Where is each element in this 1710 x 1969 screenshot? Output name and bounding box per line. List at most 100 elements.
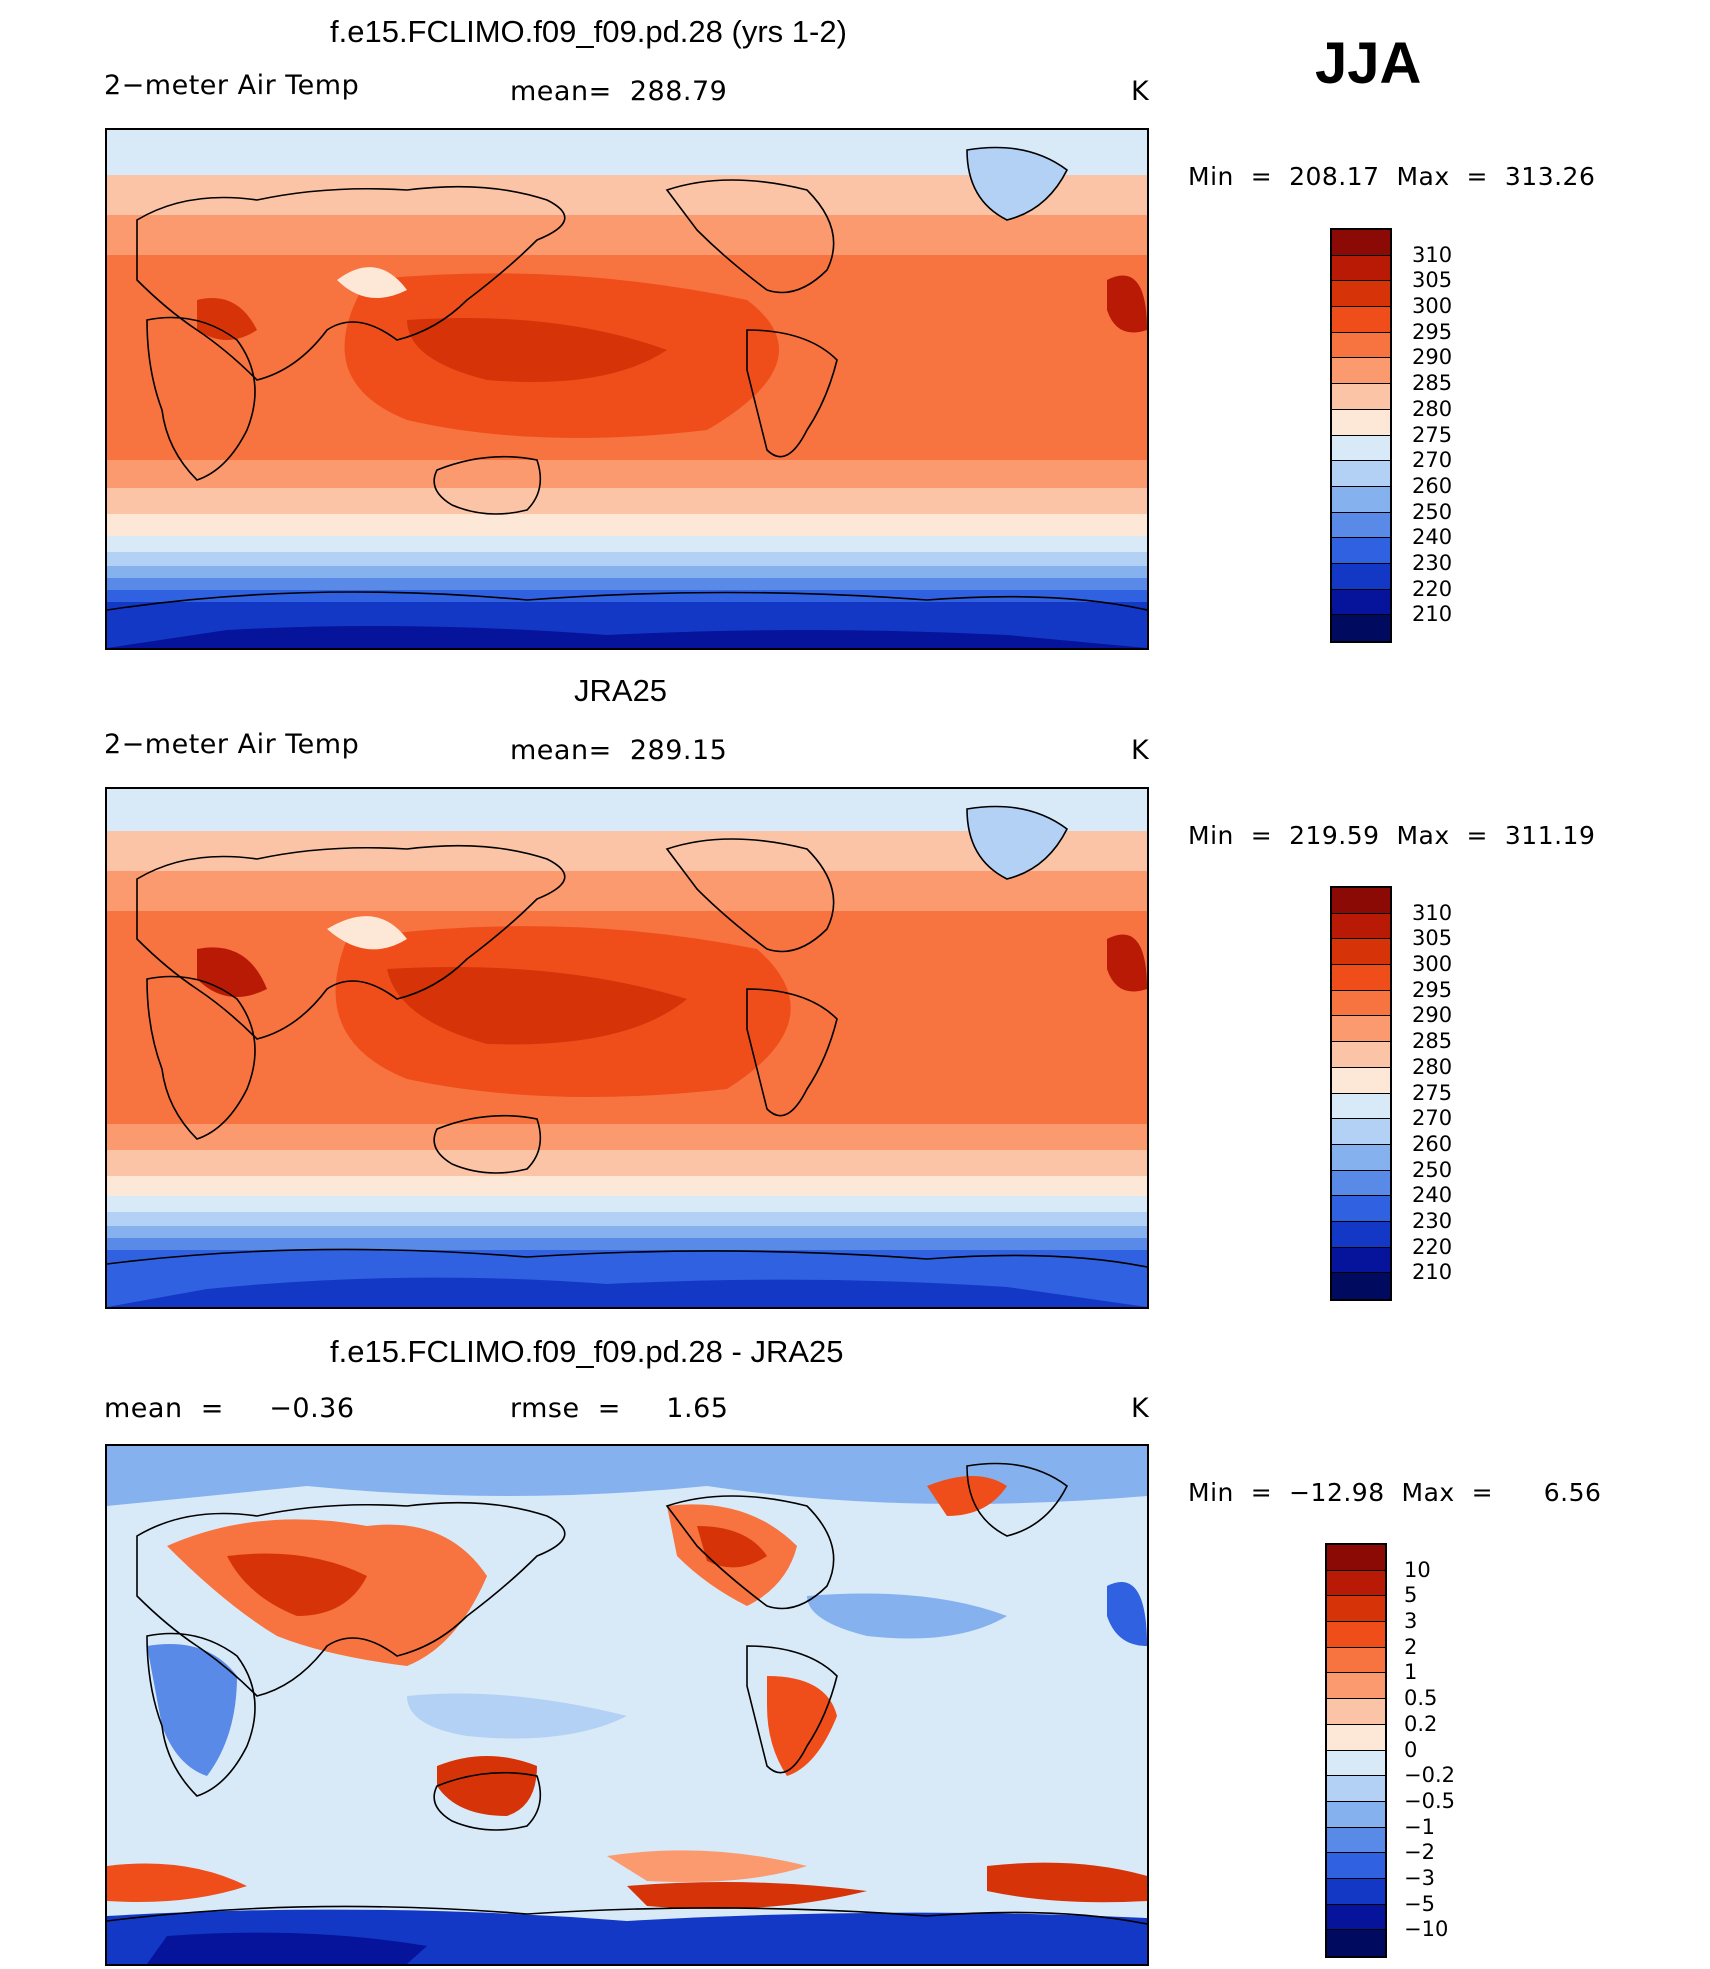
panel-3-colorbar-box: [1327, 1545, 1385, 1571]
panel-3-difference-field: [107, 1446, 1147, 1964]
panel-1-colorbar-label: 280: [1412, 396, 1453, 421]
panel-3-colorbar-label: 0: [1404, 1737, 1418, 1762]
panel-3-colorbar-box: [1327, 1699, 1385, 1725]
panel-2-colorbar-box: [1332, 1144, 1390, 1171]
panel-2-title: JRA25: [574, 673, 668, 708]
panel-2-variable-label: 2−meter Air Temp: [104, 729, 360, 760]
panel-1-colorbar-label: 270: [1412, 448, 1453, 473]
panel-2-colorbar-label: 230: [1412, 1208, 1453, 1233]
panel-2-colorbar-label: 280: [1412, 1054, 1453, 1079]
panel-3-colorbar-label: 2: [1404, 1634, 1418, 1659]
panel-2-colorbar-boxes: [1332, 888, 1390, 1299]
panel-3-rmse-label: rmse = 1.65: [510, 1393, 729, 1424]
panel-3-colorbar-box: [1327, 1570, 1385, 1597]
panel-1-colorbar-label: 220: [1412, 576, 1453, 601]
panel-1-colorbar-label: 290: [1412, 345, 1453, 370]
panel-3-colorbar-box: [1327, 1853, 1385, 1879]
panel-2-colorbar-box: [1332, 965, 1390, 991]
panel-1-colorbar-box: [1332, 230, 1390, 256]
panel-3-colorbar-label: −5: [1404, 1891, 1435, 1916]
panel-1-colorbar-box: [1332, 255, 1390, 282]
panel-1-colorbar-label: 285: [1412, 371, 1453, 396]
panel-1-colorbar-label: 250: [1412, 499, 1453, 524]
panel-3-colorbar-label: −0.5: [1404, 1788, 1455, 1813]
panel-3-colorbar-label: 3: [1404, 1609, 1418, 1634]
panel-3-colorbar-box: [1327, 1750, 1385, 1777]
panel-1-colorbar-box: [1332, 332, 1390, 359]
panel-3-colorbar-box: [1327, 1724, 1385, 1751]
panel-2-colorbar-box: [1332, 1196, 1390, 1222]
panel-2-map: [105, 787, 1149, 1309]
panel-2-colorbar-box: [1332, 1247, 1390, 1274]
panel-2-temperature-field: [107, 789, 1147, 1307]
panel-2-colorbar-box: [1332, 990, 1390, 1017]
panel-2-colorbar-box: [1332, 1042, 1390, 1068]
panel-2-colorbar-label: 290: [1412, 1003, 1453, 1028]
panel-1-colorbar-box: [1332, 538, 1390, 564]
panel-2-colorbar-label: 220: [1412, 1234, 1453, 1259]
panel-2-colorbar-label: 305: [1412, 926, 1453, 951]
panel-2-colorbar-box: [1332, 1016, 1390, 1043]
panel-2-colorbar-box: [1332, 1170, 1390, 1197]
panel-3-colorbar-label: 1: [1404, 1660, 1418, 1685]
panel-1-colorbar-label: 305: [1412, 268, 1453, 293]
panel-2-min-max: Min = 219.59 Max = 311.19: [1188, 821, 1596, 850]
panel-2-colorbar-label: 300: [1412, 952, 1453, 977]
panel-1-colorbar-label: 295: [1412, 319, 1453, 344]
panel-3-colorbar-label: −3: [1404, 1865, 1435, 1890]
panel-1-colorbar-box: [1332, 563, 1390, 590]
panel-2-units-label: K: [1131, 735, 1150, 766]
panel-1-colorbar-box: [1332, 512, 1390, 539]
panel-3-colorbar-box: [1327, 1904, 1385, 1931]
panel-3-colorbar: [1325, 1543, 1387, 1958]
panel-2-colorbar-box: [1332, 1221, 1390, 1248]
panel-2-colorbar-labels: 310 305 300 295 290 285 280 275 270 260 250 240 230 2…: [1412, 888, 1532, 1308]
panel-3-colorbar-box: [1327, 1801, 1385, 1828]
panel-1-colorbar-labels: 310 305 300 295 290 285 280 275 270 260 250 240 230 2…: [1412, 230, 1532, 650]
panel-3-mean-label: mean = −0.36: [104, 1393, 355, 1424]
panel-1-colorbar-label: 240: [1412, 525, 1453, 550]
panel-3-map: [105, 1444, 1149, 1966]
panel-3-colorbar-label: −2: [1404, 1840, 1435, 1865]
panel-2-colorbar-box: [1332, 1093, 1390, 1120]
panel-2-colorbar-box: [1332, 1273, 1390, 1299]
panel-3-colorbar-box: [1327, 1878, 1385, 1905]
panel-1-min-max: Min = 208.17 Max = 313.26: [1188, 162, 1596, 191]
panel-3-colorbar-label: 0.2: [1404, 1711, 1438, 1736]
panel-2-colorbar-box: [1332, 939, 1390, 966]
panel-1-mean-label: mean= 288.79: [510, 76, 728, 107]
panel-2-colorbar-label: 310: [1412, 900, 1453, 925]
panel-3-colorbar-box: [1327, 1647, 1385, 1674]
panel-1-colorbar-label: 310: [1412, 242, 1453, 267]
panel-1-colorbar-box: [1332, 461, 1390, 487]
panel-3-colorbar-box: [1327, 1596, 1385, 1623]
panel-1-colorbar-box: [1332, 486, 1390, 513]
panel-3-units-label: K: [1131, 1393, 1150, 1424]
panel-3-colorbar-label: 10: [1404, 1557, 1431, 1582]
panel-3-colorbar-boxes: [1327, 1545, 1385, 1956]
panel-2-colorbar-label: 240: [1412, 1183, 1453, 1208]
panel-1-colorbar-box: [1332, 435, 1390, 462]
panel-3-colorbar-label: −0.2: [1404, 1763, 1455, 1788]
panel-1-title: f.e15.FCLIMO.f09_f09.pd.28 (yrs 1-2): [330, 14, 847, 49]
panel-1-colorbar-label: 275: [1412, 422, 1453, 447]
panel-3-colorbar-label: −10: [1404, 1917, 1449, 1942]
panel-1-colorbar-box: [1332, 384, 1390, 410]
panel-2-colorbar-label: 250: [1412, 1157, 1453, 1182]
panel-3-colorbar-box: [1327, 1673, 1385, 1700]
panel-3-colorbar-label: 5: [1404, 1583, 1418, 1608]
panel-3-colorbar-box: [1327, 1827, 1385, 1854]
panel-2-mean-label: mean= 289.15: [510, 735, 728, 766]
panel-3-colorbar-box: [1327, 1622, 1385, 1648]
panel-2-colorbar-label: 260: [1412, 1131, 1453, 1156]
panel-1-colorbar-box: [1332, 358, 1390, 385]
panel-1-colorbar-label: 230: [1412, 550, 1453, 575]
panel-2-colorbar-label: 275: [1412, 1080, 1453, 1105]
panel-3-colorbar-box: [1327, 1930, 1385, 1956]
panel-1-colorbar: [1330, 228, 1392, 643]
panel-1-map: [105, 128, 1149, 650]
panel-1-colorbar-box: [1332, 307, 1390, 333]
panel-1-colorbar-label: 260: [1412, 473, 1453, 498]
panel-3-colorbar-label: −1: [1404, 1814, 1435, 1839]
panel-2-colorbar-label: 285: [1412, 1029, 1453, 1054]
